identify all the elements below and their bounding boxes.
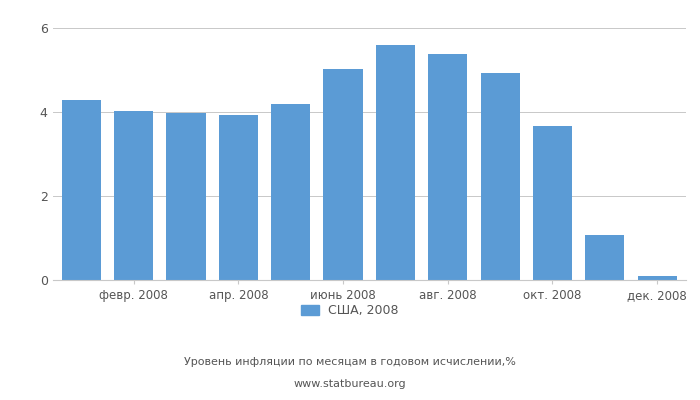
Bar (114, 111, 153, 280)
Bar (585, 235, 624, 280)
Bar (638, 276, 677, 280)
Bar (480, 72, 520, 280)
Bar (376, 45, 415, 280)
Bar (62, 100, 101, 280)
Legend: США, 2008: США, 2008 (301, 304, 399, 317)
Bar (428, 54, 468, 280)
Text: www.statbureau.org: www.statbureau.org (294, 379, 406, 389)
Bar (323, 69, 363, 280)
Bar (271, 104, 310, 280)
Bar (533, 126, 572, 280)
Bar (167, 113, 206, 280)
Text: Уровень инфляции по месяцам в годовом исчислении,%: Уровень инфляции по месяцам в годовом ис… (184, 357, 516, 367)
Bar (218, 114, 258, 280)
